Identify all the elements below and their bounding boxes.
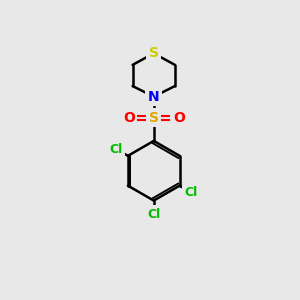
Text: N: N <box>148 90 160 104</box>
Text: O: O <box>123 111 135 125</box>
Text: Cl: Cl <box>184 186 198 199</box>
Text: Cl: Cl <box>110 142 123 156</box>
Text: O: O <box>173 111 185 125</box>
Text: Cl: Cl <box>147 208 160 220</box>
Text: S: S <box>149 111 159 125</box>
Text: S: S <box>149 46 159 60</box>
